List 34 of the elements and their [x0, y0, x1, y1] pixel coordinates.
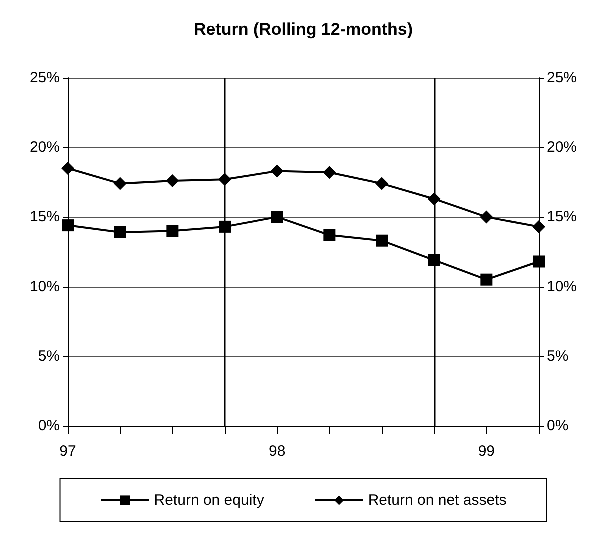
point [114, 177, 127, 190]
point [376, 177, 388, 190]
point [271, 211, 284, 224]
point [533, 256, 545, 268]
y2-tick-label: 5% [547, 348, 569, 365]
y2-tick-label: 10% [547, 278, 578, 296]
point [166, 174, 180, 188]
point [480, 210, 494, 224]
point [376, 234, 388, 247]
x-tick-label: 97 [60, 443, 76, 460]
point [62, 220, 74, 232]
y-tick-label: 5% [38, 348, 60, 365]
y2-tick-label: 0% [547, 418, 569, 434]
y-tick-label: 20% [30, 139, 60, 156]
y-tick-label: 15% [30, 208, 60, 226]
point [323, 166, 336, 180]
point [114, 226, 126, 239]
point [480, 274, 493, 286]
y-tick-label: 10% [30, 278, 60, 296]
x-tick-label: 99 [478, 443, 496, 460]
point [270, 164, 284, 178]
y2-tick-label: 25% [547, 70, 578, 86]
legend-label: Return on net assets [368, 492, 507, 509]
legend-label: Return on equity [154, 492, 265, 509]
y2-tick-label: 15% [547, 208, 578, 226]
point [324, 229, 336, 242]
y-tick-label: 0% [38, 418, 60, 434]
point [532, 220, 546, 234]
point [62, 162, 74, 175]
y2-tick-label: 20% [547, 139, 578, 156]
point [166, 225, 179, 238]
y-tick-label: 25% [30, 70, 60, 86]
x-tick-label: 98 [268, 443, 286, 460]
chart-title: Return (Rolling 12-months) [194, 20, 414, 39]
